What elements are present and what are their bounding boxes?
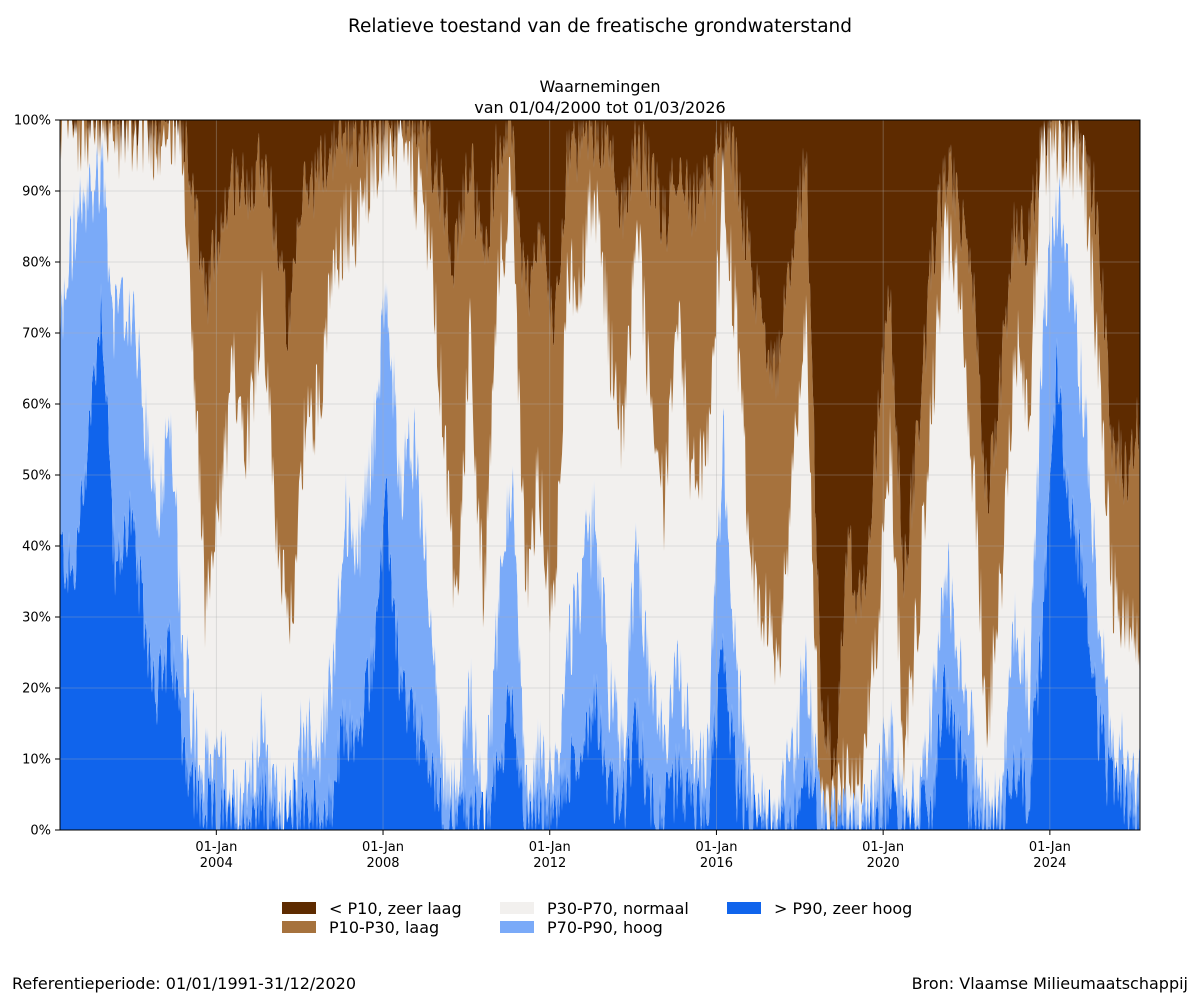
y-tick-label: 0%: [30, 824, 51, 839]
legend: < P10, zeer laag P10-P30, laag P30-P70, …: [282, 900, 982, 940]
y-tick-label: 30%: [22, 611, 51, 626]
x-tick-label-year: 2008: [366, 856, 399, 871]
y-tick-label: 20%: [22, 682, 51, 697]
legend-swatch-laag: [282, 920, 316, 933]
data-source: Bron: Vlaamse Milieumaatschappij: [911, 974, 1188, 993]
y-tick-label: 90%: [22, 185, 51, 200]
legend-label-normaal: P30-P70, normaal: [547, 899, 689, 918]
x-tick-label-year: 2016: [700, 856, 733, 871]
legend-item-laag: P10-P30, laag: [282, 919, 439, 939]
x-tick-label-year: 2012: [533, 856, 566, 871]
y-tick-label: 70%: [22, 327, 51, 342]
y-tick-label: 60%: [22, 398, 51, 413]
legend-item-zeer-laag: < P10, zeer laag: [282, 900, 462, 920]
y-tick-label: 80%: [22, 256, 51, 271]
reference-period: Referentieperiode: 01/01/1991-31/12/2020: [12, 974, 356, 993]
subtitle-line-2: van 01/04/2000 tot 01/03/2026: [474, 98, 726, 117]
x-tick-label-day: 01-Jan: [695, 840, 737, 855]
x-tick-label-day: 01-Jan: [195, 840, 237, 855]
legend-label-zeer-hoog: > P90, zeer hoog: [774, 899, 913, 918]
area-zeer-hoog: [60, 282, 1140, 830]
x-tick-label-day: 01-Jan: [362, 840, 404, 855]
x-tick-label-year: 2004: [200, 856, 233, 871]
y-tick-label: 10%: [22, 753, 51, 768]
legend-label-laag: P10-P30, laag: [329, 918, 440, 937]
legend-item-hoog: P70-P90, hoog: [500, 919, 663, 939]
chart-subtitle: Waarnemingen van 01/04/2000 tot 01/03/20…: [0, 76, 1200, 118]
legend-item-zeer-hoog: > P90, zeer hoog: [727, 900, 912, 920]
y-tick-label: 40%: [22, 540, 51, 555]
x-tick-label-year: 2020: [867, 856, 900, 871]
legend-label-zeer-laag: < P10, zeer laag: [329, 899, 462, 918]
area-laag: [60, 120, 1140, 830]
y-tick-label: 50%: [22, 469, 51, 484]
legend-label-hoog: P70-P90, hoog: [547, 918, 663, 937]
chart-title: Relatieve toestand van de freatische gro…: [347, 16, 853, 37]
area-normaal: [60, 120, 1140, 830]
legend-item-normaal: P30-P70, normaal: [500, 900, 689, 920]
plot-area: [60, 120, 1140, 831]
legend-swatch-normaal: [500, 901, 534, 914]
x-tick-label-day: 01-Jan: [1029, 840, 1071, 855]
area-hoog: [60, 134, 1140, 831]
x-tick-label-day: 01-Jan: [529, 840, 571, 855]
legend-swatch-hoog: [500, 920, 534, 933]
y-tick-label: 100%: [14, 114, 51, 129]
subtitle-line-1: Waarnemingen: [539, 77, 661, 96]
x-tick-label-year: 2024: [1033, 856, 1066, 871]
legend-swatch-zeer-laag: [282, 901, 316, 914]
axes: 0%10%20%30%40%50%60%70%80%90%100%01-Jan2…: [14, 114, 1141, 871]
area-zeer-laag: [60, 120, 1140, 782]
x-tick-label-day: 01-Jan: [862, 840, 904, 855]
grid-lines: [60, 120, 1140, 830]
legend-swatch-zeer-hoog: [727, 901, 761, 914]
